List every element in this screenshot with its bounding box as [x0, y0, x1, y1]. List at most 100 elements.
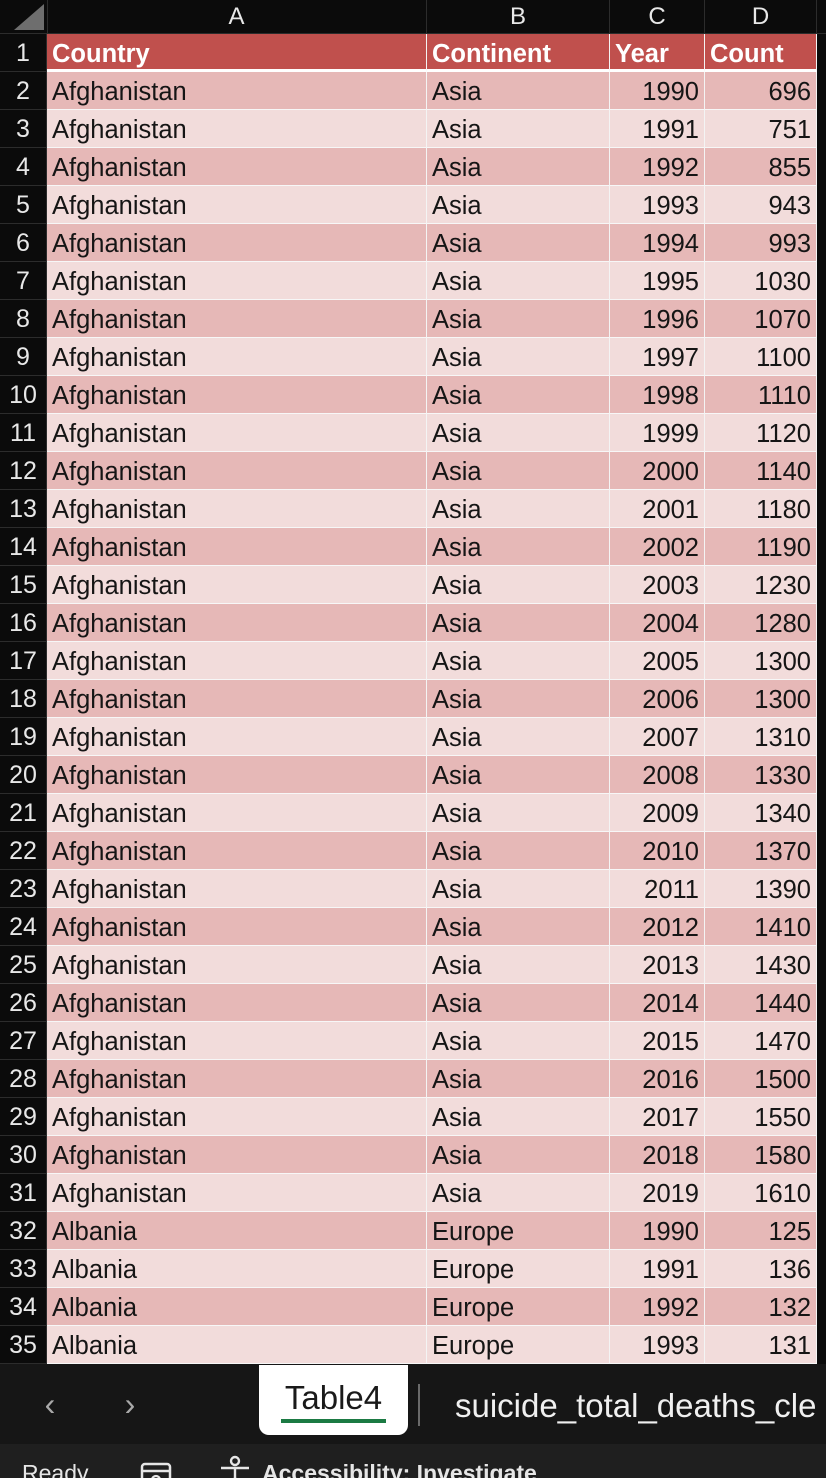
cell-country[interactable]: Afghanistan [47, 756, 427, 794]
cell-country[interactable]: Afghanistan [47, 1098, 427, 1136]
row-number[interactable]: 11 [0, 414, 47, 452]
cell-continent[interactable]: Asia [427, 414, 610, 452]
header-cell-count[interactable]: Count [705, 34, 817, 72]
cell-continent[interactable]: Asia [427, 72, 610, 110]
row-number[interactable]: 16 [0, 604, 47, 642]
cell-count[interactable]: 1280 [705, 604, 817, 642]
row-number[interactable]: 2 [0, 72, 47, 110]
sheet-tab-suicide-total-deaths[interactable]: suicide_total_deaths_cle [455, 1387, 817, 1424]
row-number[interactable]: 12 [0, 452, 47, 490]
cell-year[interactable]: 1990 [610, 1212, 705, 1250]
cell-country[interactable]: Afghanistan [47, 110, 427, 148]
cell-year[interactable]: 1993 [610, 1326, 705, 1364]
cell-continent[interactable]: Asia [427, 186, 610, 224]
cell-year[interactable]: 2012 [610, 908, 705, 946]
cell-year[interactable]: 2016 [610, 1060, 705, 1098]
row-number[interactable]: 1 [0, 34, 47, 72]
column-header-b[interactable]: B [427, 0, 610, 33]
cell-continent[interactable]: Asia [427, 1060, 610, 1098]
cell-count[interactable]: 993 [705, 224, 817, 262]
row-number[interactable]: 15 [0, 566, 47, 604]
cell-year[interactable]: 2006 [610, 680, 705, 718]
row-number[interactable]: 14 [0, 528, 47, 566]
cell-count[interactable]: 1120 [705, 414, 817, 452]
cell-count[interactable]: 1140 [705, 452, 817, 490]
cell-count[interactable]: 1370 [705, 832, 817, 870]
cell-continent[interactable]: Asia [427, 1098, 610, 1136]
cell-count[interactable]: 132 [705, 1288, 817, 1326]
cell-count[interactable]: 1500 [705, 1060, 817, 1098]
row-number[interactable]: 26 [0, 984, 47, 1022]
workbook-statistics-icon[interactable] [140, 1458, 174, 1478]
cell-continent[interactable]: Asia [427, 794, 610, 832]
cell-continent[interactable]: Asia [427, 224, 610, 262]
cell-country[interactable]: Afghanistan [47, 718, 427, 756]
cell-count[interactable]: 1440 [705, 984, 817, 1022]
row-number[interactable]: 23 [0, 870, 47, 908]
cell-country[interactable]: Afghanistan [47, 832, 427, 870]
cell-continent[interactable]: Asia [427, 110, 610, 148]
cell-continent[interactable]: Asia [427, 528, 610, 566]
cell-year[interactable]: 1999 [610, 414, 705, 452]
cell-year[interactable]: 2001 [610, 490, 705, 528]
cell-continent[interactable]: Asia [427, 1136, 610, 1174]
cell-continent[interactable]: Asia [427, 1174, 610, 1212]
cell-continent[interactable]: Asia [427, 756, 610, 794]
cell-year[interactable]: 1998 [610, 376, 705, 414]
cell-continent[interactable]: Asia [427, 148, 610, 186]
row-number[interactable]: 18 [0, 680, 47, 718]
header-cell-country[interactable]: Country [47, 34, 427, 72]
row-number[interactable]: 31 [0, 1174, 47, 1212]
cell-year[interactable]: 2000 [610, 452, 705, 490]
cell-country[interactable]: Afghanistan [47, 414, 427, 452]
row-number[interactable]: 22 [0, 832, 47, 870]
row-number[interactable]: 6 [0, 224, 47, 262]
cell-count[interactable]: 1230 [705, 566, 817, 604]
cell-year[interactable]: 1996 [610, 300, 705, 338]
cell-count[interactable]: 1190 [705, 528, 817, 566]
header-cell-continent[interactable]: Continent [427, 34, 610, 72]
cell-country[interactable]: Afghanistan [47, 794, 427, 832]
cell-year[interactable]: 1990 [610, 72, 705, 110]
column-header-a[interactable]: A [47, 0, 427, 33]
cell-country[interactable]: Afghanistan [47, 680, 427, 718]
cell-continent[interactable]: Asia [427, 642, 610, 680]
cell-continent[interactable]: Asia [427, 376, 610, 414]
cell-year[interactable]: 2015 [610, 1022, 705, 1060]
row-number[interactable]: 25 [0, 946, 47, 984]
cell-count[interactable]: 125 [705, 1212, 817, 1250]
cell-continent[interactable]: Asia [427, 338, 610, 376]
cell-country[interactable]: Afghanistan [47, 642, 427, 680]
cell-continent[interactable]: Asia [427, 718, 610, 756]
row-number[interactable]: 32 [0, 1212, 47, 1250]
cell-country[interactable]: Afghanistan [47, 604, 427, 642]
cell-continent[interactable]: Asia [427, 908, 610, 946]
cell-continent[interactable]: Asia [427, 566, 610, 604]
cell-year[interactable]: 1993 [610, 186, 705, 224]
cell-count[interactable]: 943 [705, 186, 817, 224]
cell-count[interactable]: 1470 [705, 1022, 817, 1060]
cell-count[interactable]: 131 [705, 1326, 817, 1364]
cell-year[interactable]: 1992 [610, 1288, 705, 1326]
cell-country[interactable]: Albania [47, 1212, 427, 1250]
cell-count[interactable]: 1340 [705, 794, 817, 832]
cell-continent[interactable]: Europe [427, 1250, 610, 1288]
cell-country[interactable]: Afghanistan [47, 452, 427, 490]
row-number[interactable]: 19 [0, 718, 47, 756]
cell-year[interactable]: 1994 [610, 224, 705, 262]
cell-year[interactable]: 1991 [610, 1250, 705, 1288]
cell-country[interactable]: Afghanistan [47, 566, 427, 604]
sheet-tab-table4[interactable]: Table4 [259, 1365, 408, 1435]
cell-count[interactable]: 696 [705, 72, 817, 110]
row-number[interactable]: 8 [0, 300, 47, 338]
column-header-c[interactable]: C [610, 0, 705, 33]
cell-count[interactable]: 1330 [705, 756, 817, 794]
cell-continent[interactable]: Asia [427, 870, 610, 908]
row-number[interactable]: 29 [0, 1098, 47, 1136]
cell-count[interactable]: 1300 [705, 642, 817, 680]
cell-year[interactable]: 2003 [610, 566, 705, 604]
column-header-d[interactable]: D [705, 0, 817, 33]
cell-country[interactable]: Afghanistan [47, 490, 427, 528]
row-number[interactable]: 30 [0, 1136, 47, 1174]
cell-country[interactable]: Afghanistan [47, 262, 427, 300]
